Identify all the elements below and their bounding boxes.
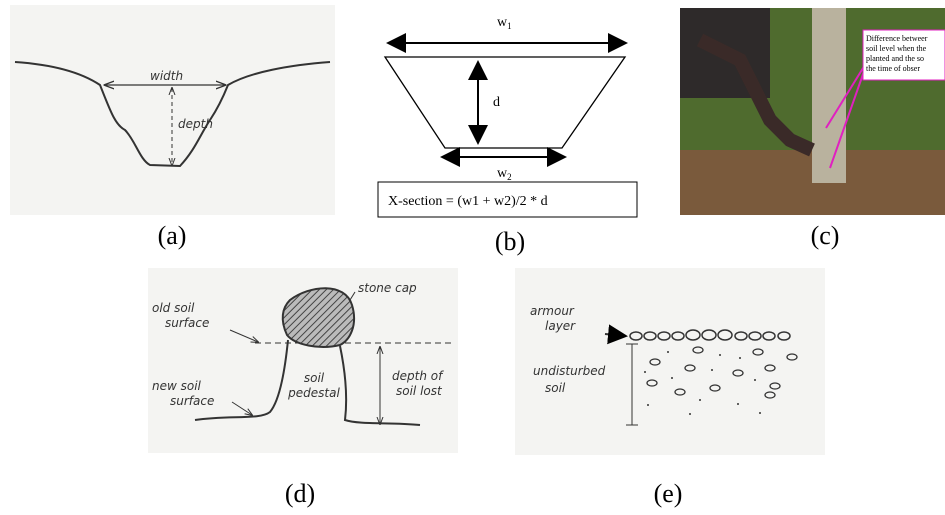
caption: (d) [285,479,315,508]
caption: (a) [158,221,187,250]
label-line: surface [165,316,209,330]
label-line: depth of [392,369,444,383]
w1-sub: 1 [507,21,512,31]
caption: (b) [495,227,525,256]
annotation-line: planted and the so [866,54,924,63]
figure: width depth (a) w1 d w2 X-section = (w1 … [0,0,945,515]
panel-a: width depth (a) [10,5,335,250]
label-line: soil [545,381,566,395]
label-line: soil [304,371,325,385]
label-line: old soil [152,301,195,315]
stone-cap-label: stone cap [358,281,417,295]
sketch-background [515,268,825,455]
d-label: d [493,95,500,110]
stone-cap [283,288,354,347]
label-line: armour [530,304,575,318]
label-line: soil lost [396,384,443,398]
annotation: Difference betweer soil level when the p… [866,34,929,73]
label-line: new soil [152,379,202,393]
formula: X-section = (w1 + w2)/2 * d [388,194,548,209]
w1-label: w1 [497,15,512,31]
trapezoid [385,57,625,148]
annotation-line: Difference betweer [866,34,928,43]
label-line: undisturbed [533,364,606,378]
caption: (c) [811,221,840,250]
panel-c: Difference betweer soil level when the p… [680,8,945,250]
annotation-line: soil level when the [866,44,927,53]
label-line: layer [545,319,576,333]
panel-b: w1 d w2 X-section = (w1 + w2)/2 * d (b) [378,15,637,256]
width-label: width [150,69,183,83]
photo-stem [812,8,846,183]
depth-label: depth [178,117,213,131]
caption: (e) [654,479,683,508]
label-line: pedestal [287,386,340,400]
annotation-line: the time of obser [866,64,920,73]
label-line: surface [170,394,214,408]
w2-sub: 2 [507,172,512,182]
w2-label: w2 [497,166,512,182]
